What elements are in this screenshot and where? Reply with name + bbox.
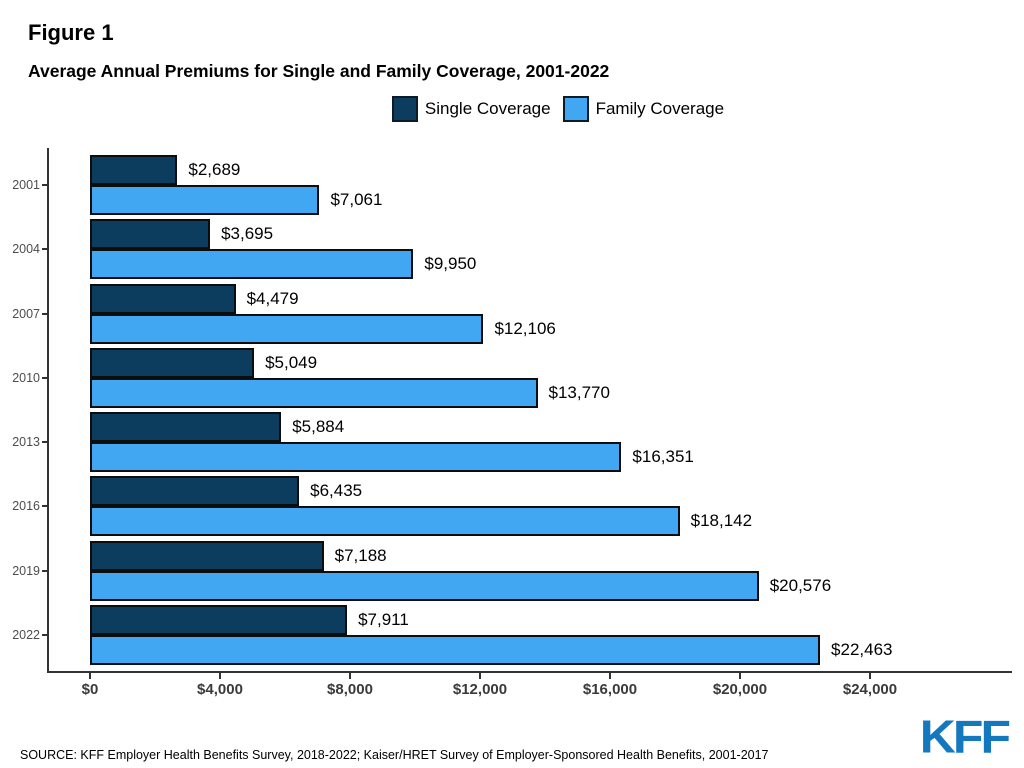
year-label: 2016 bbox=[12, 499, 40, 514]
value-label-single-2019: $7,188 bbox=[334, 545, 387, 565]
value-label-family-2007: $12,106 bbox=[494, 318, 556, 338]
y-axis-tick bbox=[42, 633, 48, 636]
bar-single-2019 bbox=[90, 540, 324, 571]
year-label: 2010 bbox=[12, 370, 40, 385]
y-axis-line bbox=[47, 148, 49, 672]
kff-logo: KFF bbox=[919, 711, 1011, 763]
bar-family-2013 bbox=[90, 442, 622, 473]
legend-label-family-coverage: Family Coverage bbox=[595, 99, 725, 118]
bar-single-2013 bbox=[90, 412, 282, 443]
bar-family-2010 bbox=[90, 377, 538, 408]
value-label-family-2022: $22,463 bbox=[831, 639, 893, 659]
x-axis-tick bbox=[89, 672, 91, 679]
bar-single-2004 bbox=[90, 219, 211, 250]
x-axis-tick bbox=[349, 672, 351, 679]
x-axis-line bbox=[47, 671, 1012, 673]
year-label: 2022 bbox=[12, 627, 40, 642]
y-axis-tick bbox=[42, 569, 48, 572]
value-label-single-2004: $3,695 bbox=[221, 224, 274, 244]
y-axis-tick bbox=[42, 441, 48, 444]
x-axis-tick-label: $16,000 bbox=[582, 681, 638, 698]
bar-family-2016 bbox=[90, 506, 680, 537]
x-axis-tick bbox=[219, 672, 221, 679]
chart-legend: Single Coverage Family Coverage bbox=[46, 96, 1024, 122]
value-label-single-2007: $4,479 bbox=[246, 288, 299, 308]
bar-family-2001 bbox=[90, 185, 320, 215]
x-axis-tick bbox=[479, 672, 481, 679]
year-label: 2007 bbox=[12, 306, 40, 321]
x-axis-tick bbox=[609, 672, 611, 679]
bar-family-2019 bbox=[90, 570, 759, 601]
x-axis-tick-label: $8,000 bbox=[327, 681, 373, 698]
value-label-family-2010: $13,770 bbox=[548, 382, 610, 402]
legend-label-single-coverage: Single Coverage bbox=[424, 99, 551, 118]
bar-family-2004 bbox=[90, 249, 414, 280]
legend-swatch-family-coverage bbox=[562, 96, 589, 122]
value-label-family-2019: $20,576 bbox=[769, 575, 832, 595]
bar-single-2001 bbox=[90, 155, 178, 185]
value-label-single-2001: $2,689 bbox=[188, 160, 241, 179]
year-label: 2001 bbox=[12, 178, 40, 192]
y-axis-tick bbox=[42, 248, 48, 251]
value-label-family-2001: $7,061 bbox=[330, 190, 383, 209]
bar-single-2022 bbox=[90, 604, 348, 635]
x-axis-tick-label: $0 bbox=[81, 681, 99, 698]
y-axis-tick bbox=[42, 505, 48, 508]
x-axis-tick-label: $20,000 bbox=[712, 681, 768, 698]
year-label: 2004 bbox=[12, 242, 40, 257]
source-note: SOURCE: KFF Employer Health Benefits Sur… bbox=[20, 748, 769, 762]
year-label: 2019 bbox=[12, 563, 40, 578]
x-axis-tick bbox=[869, 672, 871, 679]
bar-single-2007 bbox=[90, 283, 236, 314]
legend-swatch-single-coverage bbox=[391, 96, 418, 122]
value-label-single-2010: $5,049 bbox=[265, 352, 318, 372]
bar-family-2022 bbox=[90, 634, 821, 665]
bar-single-2016 bbox=[90, 476, 300, 507]
x-axis-tick-label: $24,000 bbox=[842, 681, 898, 698]
value-label-family-2013: $16,351 bbox=[632, 447, 694, 467]
value-label-family-2016: $18,142 bbox=[690, 511, 753, 531]
value-label-family-2004: $9,950 bbox=[424, 254, 477, 274]
x-axis-tick-label: $4,000 bbox=[197, 681, 243, 698]
value-label-single-2016: $6,435 bbox=[310, 481, 363, 501]
bar-family-2007 bbox=[90, 313, 484, 344]
y-axis-tick bbox=[42, 312, 48, 315]
x-axis-tick-label: $12,000 bbox=[452, 681, 508, 698]
value-label-single-2022: $7,911 bbox=[358, 609, 409, 629]
x-axis-tick bbox=[739, 672, 741, 679]
value-label-single-2013: $5,884 bbox=[292, 417, 345, 437]
y-axis-tick bbox=[42, 184, 48, 186]
y-axis-tick bbox=[42, 376, 48, 379]
figure-label: Figure 1 bbox=[28, 20, 114, 45]
bar-single-2010 bbox=[90, 347, 255, 378]
year-label: 2013 bbox=[12, 435, 40, 450]
figure-title: Average Annual Premiums for Single and F… bbox=[28, 61, 610, 81]
